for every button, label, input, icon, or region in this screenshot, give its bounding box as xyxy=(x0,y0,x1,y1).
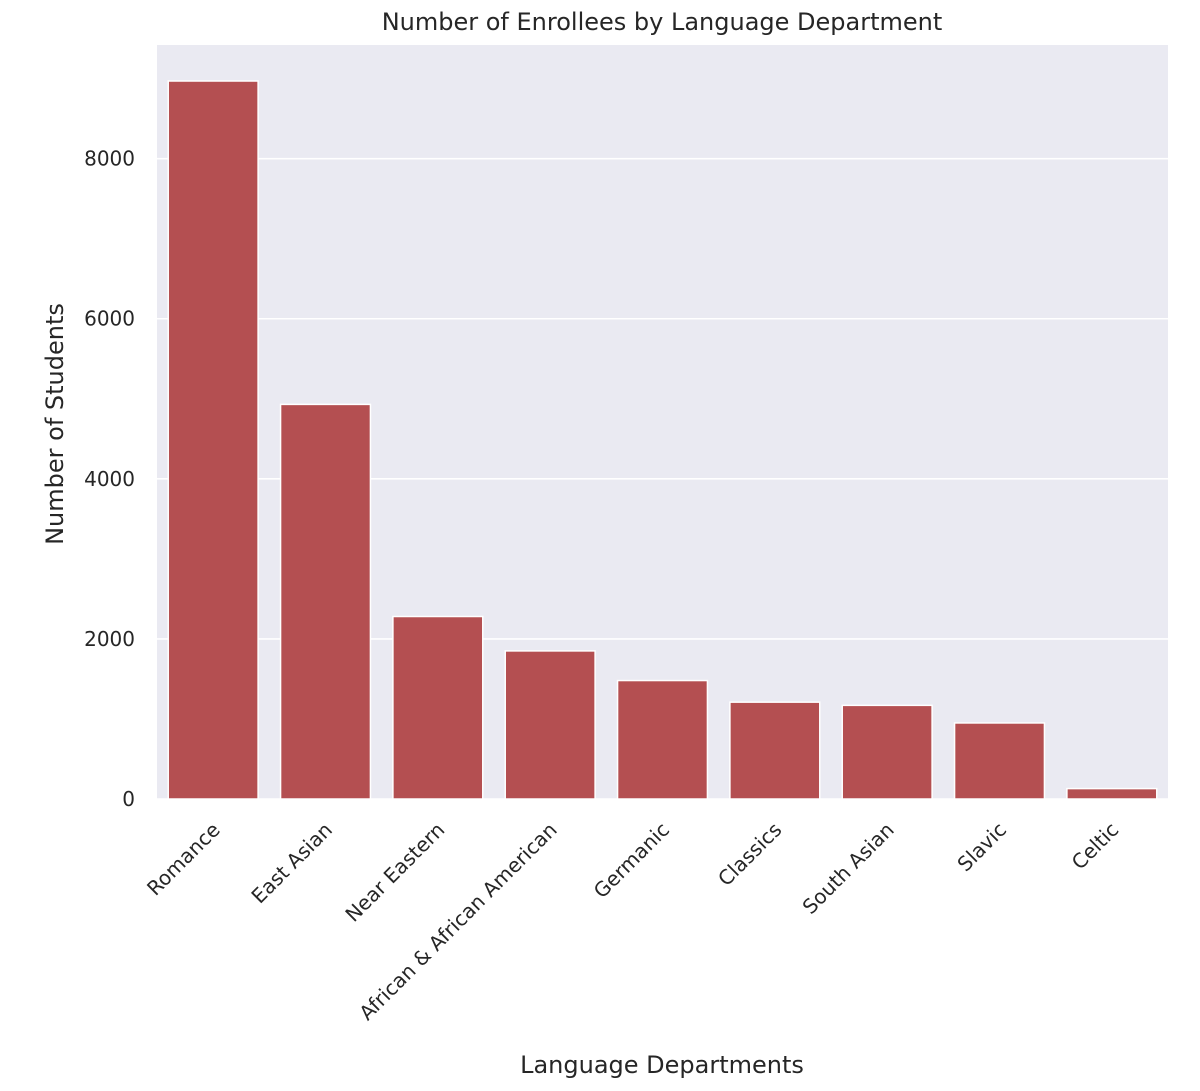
x-tick-label: Germanic xyxy=(589,818,674,903)
x-axis-label: Language Departments xyxy=(520,1051,804,1079)
bar xyxy=(1066,787,1158,800)
chart-title: Number of Enrollees by Language Departme… xyxy=(382,8,943,36)
y-tick-label: 2000 xyxy=(84,627,135,651)
y-tick-label: 4000 xyxy=(84,467,135,491)
y-tick-label: 6000 xyxy=(84,307,135,331)
y-tick-label: 8000 xyxy=(84,147,135,171)
y-axis-ticks: 0 2000 4000 6000 8000 xyxy=(84,147,135,811)
x-tick-label: Romance xyxy=(142,818,225,901)
bar xyxy=(504,650,596,800)
bar xyxy=(616,679,709,800)
x-tick-label: East Asian xyxy=(246,818,337,909)
x-tick-label: Slavic xyxy=(952,818,1011,877)
bar xyxy=(279,403,372,800)
x-tick-label: Near Eastern xyxy=(340,818,449,927)
x-tick-label: Celtic xyxy=(1067,818,1124,875)
y-axis-label: Number of Students xyxy=(41,303,69,545)
x-tick-label: South Asian xyxy=(798,818,899,919)
bar xyxy=(392,615,484,800)
bar xyxy=(729,701,821,800)
y-tick-label: 0 xyxy=(122,787,135,811)
x-tick-label: Classics xyxy=(713,818,786,891)
x-tick-label: African & African American xyxy=(354,818,561,1025)
bar xyxy=(841,704,933,800)
bar xyxy=(167,80,259,800)
bars xyxy=(167,80,1158,800)
bar xyxy=(953,722,1046,800)
